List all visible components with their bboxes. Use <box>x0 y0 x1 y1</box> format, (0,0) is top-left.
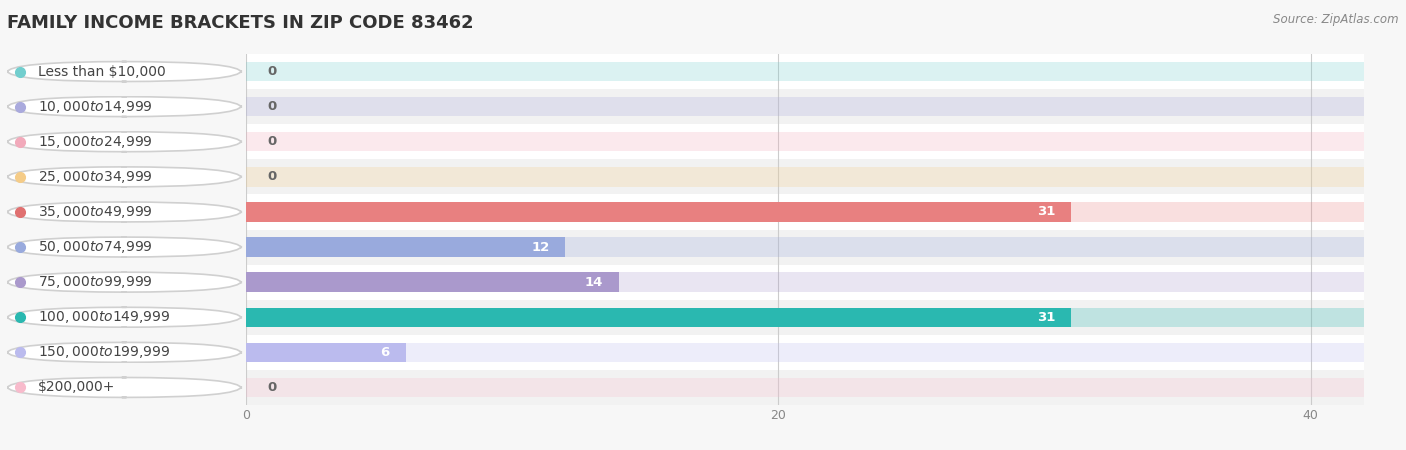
Text: $35,000 to $49,999: $35,000 to $49,999 <box>38 204 153 220</box>
Bar <box>246 273 1364 292</box>
Text: 31: 31 <box>1036 206 1054 218</box>
FancyBboxPatch shape <box>7 378 242 397</box>
Bar <box>246 265 1364 300</box>
Bar <box>246 202 1364 221</box>
FancyBboxPatch shape <box>7 97 242 117</box>
Text: $100,000 to $149,999: $100,000 to $149,999 <box>38 309 170 325</box>
Bar <box>246 370 1364 405</box>
Bar <box>246 378 1364 397</box>
Text: $15,000 to $24,999: $15,000 to $24,999 <box>38 134 153 150</box>
FancyBboxPatch shape <box>7 272 242 292</box>
Text: Less than $10,000: Less than $10,000 <box>38 64 166 79</box>
Bar <box>246 89 1364 124</box>
Text: $75,000 to $99,999: $75,000 to $99,999 <box>38 274 153 290</box>
FancyBboxPatch shape <box>7 132 242 152</box>
Bar <box>246 202 1071 221</box>
Bar <box>246 308 1364 327</box>
Text: FAMILY INCOME BRACKETS IN ZIP CODE 83462: FAMILY INCOME BRACKETS IN ZIP CODE 83462 <box>7 14 474 32</box>
Bar <box>246 335 1364 370</box>
FancyBboxPatch shape <box>7 167 242 187</box>
Bar <box>246 159 1364 194</box>
Bar <box>246 54 1364 89</box>
FancyBboxPatch shape <box>7 237 242 257</box>
FancyBboxPatch shape <box>7 307 242 327</box>
Bar <box>246 230 1364 265</box>
Text: 0: 0 <box>267 65 277 78</box>
Text: $50,000 to $74,999: $50,000 to $74,999 <box>38 239 153 255</box>
Bar <box>246 62 1364 81</box>
Text: 0: 0 <box>267 381 277 394</box>
Text: 0: 0 <box>267 100 277 113</box>
Text: 6: 6 <box>381 346 389 359</box>
Text: $25,000 to $34,999: $25,000 to $34,999 <box>38 169 153 185</box>
Bar <box>246 308 1071 327</box>
Bar <box>246 194 1364 230</box>
Bar <box>246 167 1364 186</box>
FancyBboxPatch shape <box>7 202 242 222</box>
Bar <box>246 343 406 362</box>
Text: 14: 14 <box>585 276 603 288</box>
Text: 0: 0 <box>267 135 277 148</box>
Bar <box>246 97 1364 116</box>
Bar <box>246 124 1364 159</box>
FancyBboxPatch shape <box>7 62 242 81</box>
Bar <box>246 273 619 292</box>
Text: $10,000 to $14,999: $10,000 to $14,999 <box>38 99 153 115</box>
Bar <box>246 132 1364 151</box>
Bar <box>246 300 1364 335</box>
Bar <box>246 238 1364 256</box>
Text: $150,000 to $199,999: $150,000 to $199,999 <box>38 344 170 360</box>
Text: 12: 12 <box>531 241 550 253</box>
Text: $200,000+: $200,000+ <box>38 380 115 395</box>
Text: Source: ZipAtlas.com: Source: ZipAtlas.com <box>1274 14 1399 27</box>
Text: 31: 31 <box>1036 311 1054 324</box>
Bar <box>246 238 565 256</box>
Bar <box>246 343 1364 362</box>
Text: 0: 0 <box>267 171 277 183</box>
FancyBboxPatch shape <box>7 342 242 362</box>
